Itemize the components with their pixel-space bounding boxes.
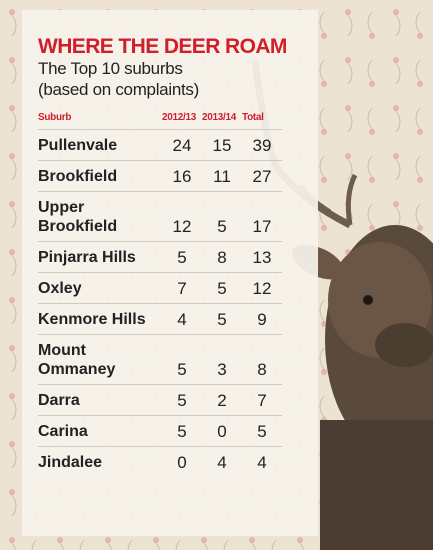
count: 39	[242, 129, 282, 161]
count: 2	[202, 384, 242, 416]
count: 8	[202, 241, 242, 273]
table-body: Pullenvale 24 15 39 Brookfield 16 11 27 Upper Br…	[38, 129, 282, 477]
count: 4	[202, 446, 242, 477]
subtitle: The Top 10 suburbs	[38, 59, 183, 78]
table-row: Oxley 7 5 12	[38, 272, 282, 304]
table-row: Upper Brookfield 12 5 17	[38, 191, 282, 242]
count: 15	[202, 129, 242, 161]
count: 5	[162, 384, 202, 416]
count: 24	[162, 129, 202, 161]
count: 5	[202, 272, 242, 304]
count: 5	[162, 415, 202, 447]
table-row: Pinjarra Hills 5 8 13	[38, 241, 282, 273]
count: 12	[242, 272, 282, 304]
count: 0	[202, 415, 242, 447]
table-row: Jindalee 0 4 4	[38, 446, 282, 477]
table-row: Darra 5 2 7	[38, 384, 282, 416]
table-row: Kenmore Hills 4 5 9	[38, 303, 282, 335]
suburb: Carina	[38, 415, 162, 447]
title: WHERE THE DEER ROAM	[38, 35, 287, 58]
suburb: Darra	[38, 384, 162, 416]
count: 8	[242, 334, 282, 385]
table-row: Mount Ommaney 5 3 8	[38, 334, 282, 385]
deer	[251, 59, 433, 550]
suburb: Mount Ommaney	[38, 334, 162, 385]
count: 5	[202, 303, 242, 335]
count: 5	[202, 191, 242, 242]
suburb: Brookfield	[38, 160, 162, 192]
count: 13	[242, 241, 282, 273]
suburb: Jindalee	[38, 446, 162, 477]
info-panel: WHERE THE DEER ROAM The Top 10 suburbs (…	[22, 10, 318, 536]
count: 12	[162, 191, 202, 242]
suburb: Pinjarra Hills	[38, 241, 162, 273]
column-header: Total	[242, 112, 264, 123]
count: 11	[202, 160, 242, 192]
count: 5	[162, 241, 202, 273]
header-row: Suburb 2012/13 2013/14 Total	[38, 112, 282, 130]
table-row: Brookfield 16 11 27	[38, 160, 282, 192]
count: 0	[162, 446, 202, 477]
count: 16	[162, 160, 202, 192]
count: 7	[162, 272, 202, 304]
suburb: Kenmore Hills	[38, 303, 162, 335]
table-row: Carina 5 0 5	[38, 415, 282, 447]
column-header: Suburb	[38, 112, 72, 123]
count: 27	[242, 160, 282, 192]
table: Suburb 2012/13 2013/14 Total Pullenvale 24 15…	[38, 112, 282, 477]
suburb: Oxley	[38, 272, 162, 304]
column-header: 2012/13	[162, 112, 197, 123]
subtitle: (based on complaints)	[38, 80, 199, 99]
count: 9	[242, 303, 282, 335]
suburb: Upper Brookfield	[38, 191, 162, 242]
count: 4	[162, 303, 202, 335]
count: 7	[242, 384, 282, 416]
table-row: Pullenvale 24 15 39	[38, 129, 282, 161]
column-header: 2013/14	[202, 112, 237, 123]
count: 4	[242, 446, 282, 477]
count: 5	[242, 415, 282, 447]
count: 17	[242, 191, 282, 242]
suburb: Pullenvale	[38, 129, 162, 161]
count: 3	[202, 334, 242, 385]
count: 5	[162, 334, 202, 385]
